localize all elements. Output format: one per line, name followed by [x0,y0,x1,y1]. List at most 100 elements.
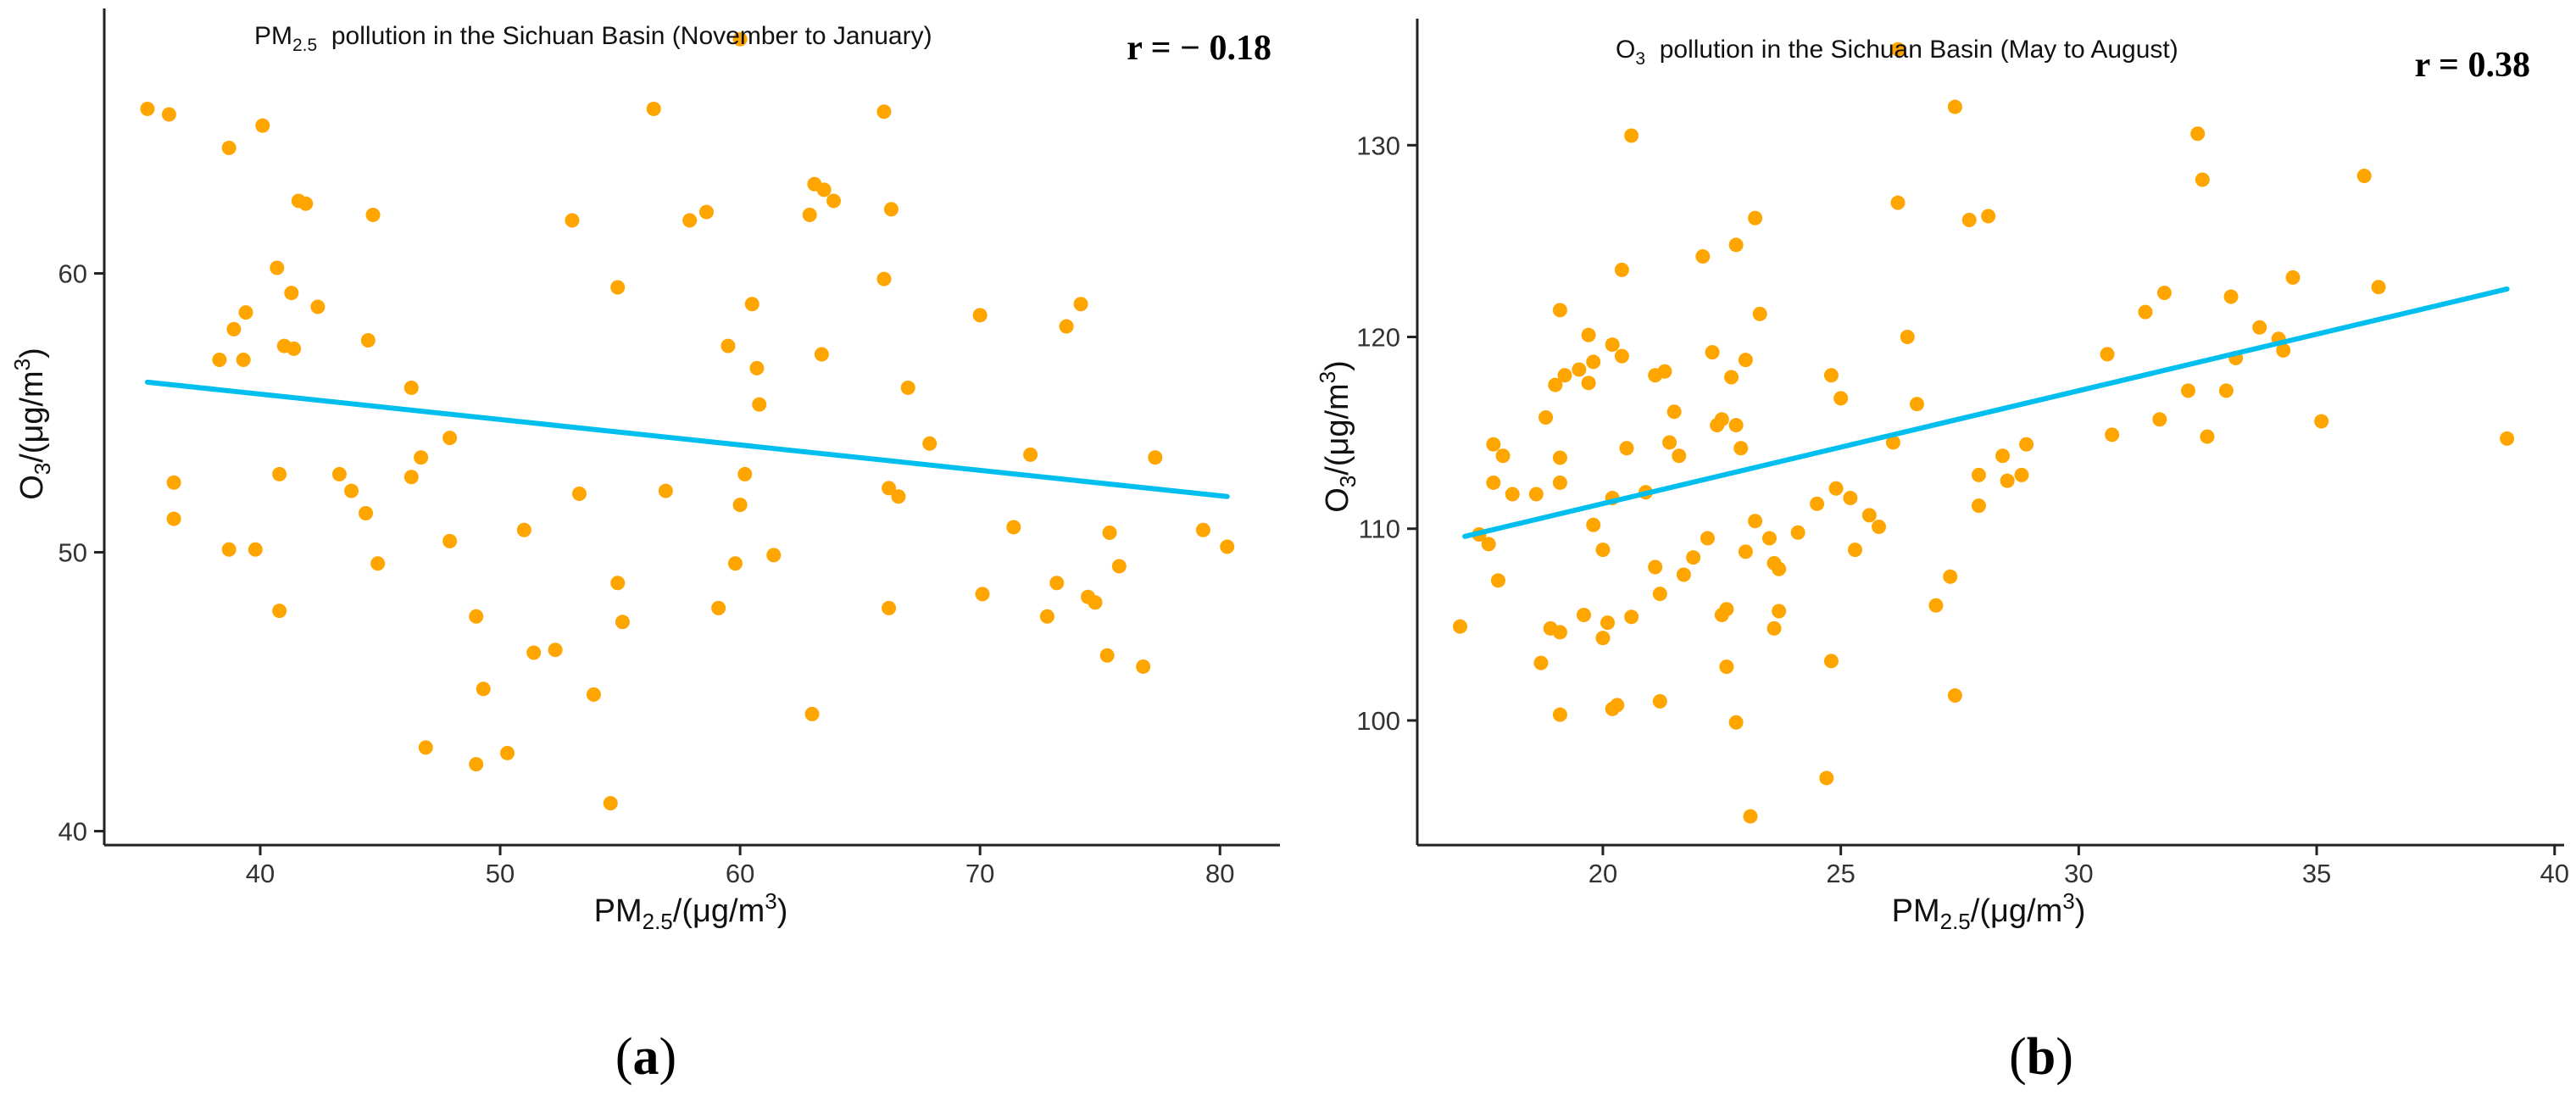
y-label-sup: 3 [9,359,35,370]
correlation-annotation: r = 0.38 [2415,46,2530,85]
panel-label-close: ) [2056,1028,2073,1086]
data-point [1610,698,1625,713]
x-tick-label: 70 [965,859,994,888]
x-tick-label: 80 [1205,859,1234,888]
data-point [1752,306,1767,321]
data-point [1947,99,1962,114]
data-point [1648,559,1663,575]
data-point [1652,693,1667,709]
data-point [1890,195,1906,210]
data-point [1714,412,1729,427]
data-point [1552,450,1567,465]
data-point [1728,237,1744,253]
data-point [1552,475,1567,490]
data-point [1885,435,1900,450]
x-label-unit: /(μg/m [673,893,765,929]
data-point [744,297,759,312]
data-point [526,645,542,660]
data-point [310,299,325,314]
data-point [2014,467,2029,482]
chart-title-sub: 3 [1635,49,1645,69]
data-point [2000,473,2015,488]
data-point [1909,397,1924,412]
y-tick-label: 60 [58,259,87,289]
data-point [1652,587,1667,602]
data-point [1614,348,1629,364]
data-point [1605,337,1620,353]
data-point [1928,598,1944,613]
data-point [1790,525,1805,540]
panel-label-open: ( [2009,1028,2027,1086]
x-label-sub: 2.5 [643,909,673,934]
data-point [166,475,181,490]
data-point [1819,771,1834,786]
data-point [1552,625,1567,640]
data-point [1743,809,1758,824]
data-point [1843,491,1858,506]
data-point [1614,262,1629,277]
data-point [442,533,458,548]
data-point [1890,42,1906,57]
data-point [1766,620,1782,636]
data-point [548,643,563,658]
data-point [1833,391,1849,406]
data-point [2500,431,2515,446]
x-tick-label: 60 [726,859,754,888]
data-point [658,483,673,498]
data-point [876,104,892,120]
data-point [1111,559,1127,574]
data-point [1686,550,1701,565]
y-axis-label: O3/(μg/m3) [9,348,55,500]
data-point [682,213,698,228]
data-point [727,556,743,571]
data-point [1600,615,1616,631]
data-point [1595,542,1611,558]
data-point [1102,526,1117,541]
data-point [1676,567,1691,582]
data-point [826,193,842,209]
data-point [2019,437,2034,452]
data-point [238,305,253,320]
data-point [1772,604,1787,619]
x-tick-label: 40 [2540,859,2569,888]
data-point [1049,576,1065,591]
data-point [1073,297,1088,312]
y-axis-label: O3/(μg/m3) [1315,360,1360,513]
data-point [1148,450,1163,465]
data-point [418,740,433,755]
data-point [370,556,386,571]
data-point [1619,441,1634,456]
chart-title-sub: 2.5 [292,36,317,55]
data-point [287,341,302,356]
data-point [646,101,661,116]
data-point [1872,519,1887,534]
data-point [226,321,242,337]
data-point [1195,522,1210,537]
data-point [603,796,618,811]
data-point [1810,496,1825,511]
chart-title-prefix: PM [254,22,292,50]
data-point [255,118,270,133]
panel-label-a: (a) [615,1028,676,1086]
data-point [331,466,347,481]
x-label-sup: 3 [765,888,776,914]
y-label-base: O [14,475,50,500]
data-point [2180,383,2195,398]
data-point [1705,345,1720,360]
data-point [2218,383,2234,398]
data-point [1738,544,1753,559]
data-point [298,196,314,211]
data-point [1700,531,1715,546]
data-point [1828,481,1844,496]
data-point [1533,655,1549,670]
data-point [721,338,736,353]
data-point [732,498,748,513]
y-label-sub: 3 [1335,476,1360,487]
data-point [1971,467,1986,482]
data-point [1486,437,1501,452]
data-point [711,600,726,615]
tick-group: 20 25 30 35 40 100 110 120 130 [1356,131,2569,888]
data-point [403,470,419,485]
y-tick-label: 110 [1359,515,1400,544]
data-point [284,286,299,301]
